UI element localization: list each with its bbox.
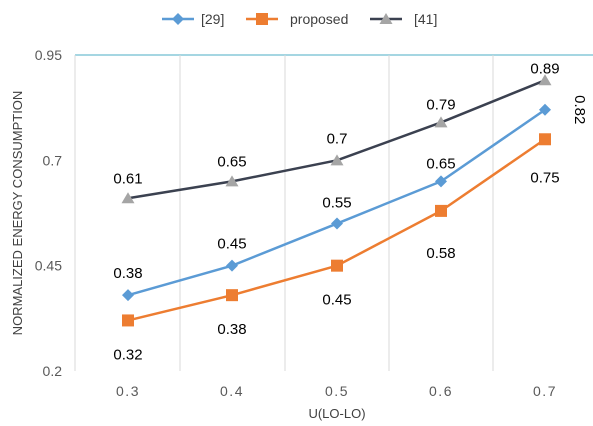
x-axis-ticks: 0.3 0.4 0.5 0.6 0.7 [116,383,557,399]
x-tick-label: 0.5 [325,383,349,399]
y-axis-ticks: 0.2 0.45 0.7 0.95 [35,47,62,379]
data-label: 0.38 [217,321,246,338]
data-point [122,289,134,301]
data-label: 0.7 [327,130,348,147]
data-point [226,260,238,272]
x-axis-title: U(LO-LO) [308,406,365,421]
legend-item: [29] [162,11,224,27]
data-label: 0.32 [113,346,142,363]
x-tick-label: 0.3 [116,383,140,399]
x-tick-label: 0.7 [533,383,557,399]
x-tick-label: 0.4 [220,383,244,399]
y-axis-title: NORMALIZED ENERGY CONSUMPTION [10,91,25,336]
data-labels: 0.38 0.45 0.55 0.65 0.82 0.32 0.38 0.45 0.58 0.75… [113,60,588,363]
data-label: 0.89 [530,60,559,77]
data-label: 0.75 [530,169,559,186]
data-label: 0.58 [426,245,455,262]
legend-marker [256,13,268,25]
data-point [122,314,134,326]
data-point [539,133,551,145]
y-tick-label: 0.45 [35,258,62,274]
x-tick-label: 0.6 [429,383,453,399]
data-label: 0.45 [322,292,351,309]
data-point [331,218,343,230]
legend-marker [172,13,184,25]
legend-label: [29] [201,11,224,27]
data-label: 0.45 [217,236,246,253]
data-point [435,205,447,217]
legend-label: [41] [414,11,437,27]
data-label: 0.79 [426,96,455,113]
legend-item: proposed [246,11,348,27]
y-tick-label: 0.7 [43,152,63,168]
y-tick-label: 0.2 [43,363,63,379]
data-label: 0.61 [113,170,142,187]
legend-item: [41] [370,11,437,27]
legend: [29] proposed [41] [162,11,437,27]
y-tick-label: 0.95 [35,47,62,63]
data-point [331,260,343,272]
data-label: 0.65 [426,155,455,172]
data-label: 0.38 [113,265,142,282]
legend-label: proposed [290,11,348,27]
data-point [226,289,238,301]
data-label: 0.55 [322,195,351,212]
data-label: 0.82 [571,95,588,124]
data-label: 0.65 [217,153,246,170]
